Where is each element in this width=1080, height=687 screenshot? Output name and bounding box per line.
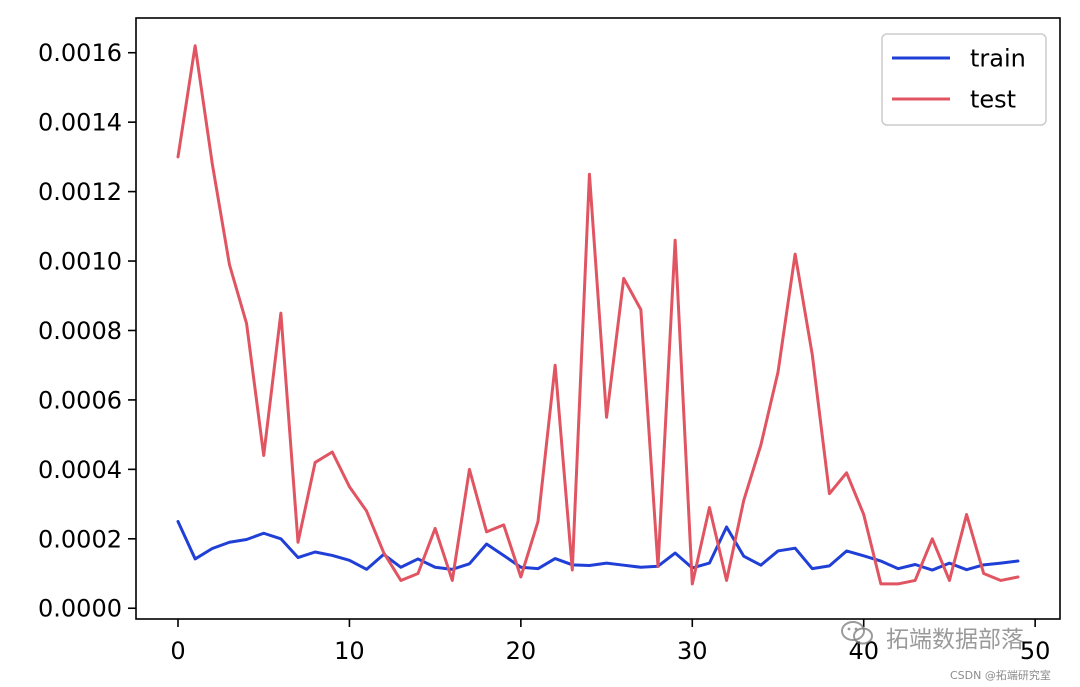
axes-frame: [135, 17, 1061, 620]
x-tick-label: 0: [170, 637, 185, 665]
watermark-text: 拓端数据部落: [886, 627, 1024, 653]
legend: train test: [881, 33, 1047, 126]
legend-label-test: test: [970, 86, 1016, 114]
x-axis: 0 10 20 30 40 50: [170, 619, 1050, 665]
series-lines: [176, 44, 1020, 586]
y-tick-label: 0.0012: [38, 178, 122, 206]
x-tick-label: 30: [677, 637, 708, 665]
y-tick-label: 0.0014: [38, 109, 122, 137]
y-tick-label: 0.0006: [38, 386, 122, 414]
series-line-train: [176, 519, 1020, 572]
y-tick-label: 0.0016: [38, 39, 122, 67]
wechat-icon: [840, 619, 876, 647]
x-tick-label: 40: [848, 637, 879, 665]
y-tick-label: 0.0000: [38, 595, 122, 623]
y-tick-label: 0.0004: [38, 456, 122, 484]
x-tick-label: 20: [506, 637, 537, 665]
y-tick-label: 0.0010: [38, 248, 122, 276]
legend-label-train: train: [970, 45, 1026, 73]
y-tick-label: 0.0008: [38, 317, 122, 345]
series-line-test: [176, 44, 1020, 586]
watermark-source: CSDN @拓端研究室: [950, 669, 1051, 682]
x-tick-label: 10: [334, 637, 365, 665]
x-tick-label: 50: [1020, 637, 1051, 665]
y-axis: 0.0000 0.0002 0.0004 0.0006 0.0008 0.0010 0.00…: [38, 39, 136, 623]
y-tick-label: 0.0002: [38, 525, 122, 553]
